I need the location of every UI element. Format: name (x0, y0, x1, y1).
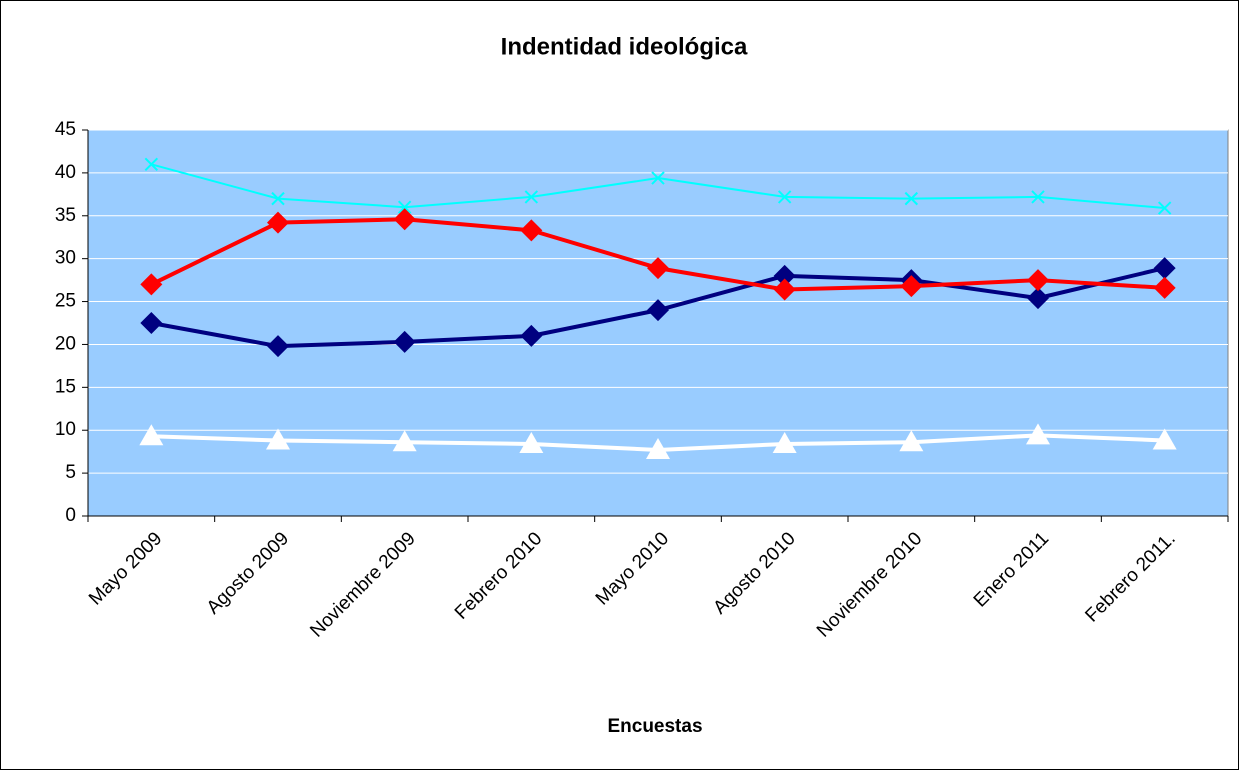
marker (393, 208, 416, 231)
marker (1152, 428, 1177, 450)
marker (266, 428, 290, 450)
marker (1027, 287, 1049, 310)
marker (777, 190, 792, 204)
marker (139, 424, 164, 446)
marker (1153, 276, 1176, 299)
marker (397, 200, 412, 214)
marker (900, 275, 923, 298)
marker (520, 219, 543, 242)
marker (773, 264, 796, 287)
marker (772, 431, 797, 453)
y-tick-label: 40 (55, 162, 76, 183)
marker (1153, 257, 1176, 280)
marker (140, 273, 163, 296)
marker (1031, 190, 1045, 204)
marker (267, 211, 289, 234)
marker (1026, 423, 1050, 445)
marker (140, 312, 163, 334)
y-tick-label: 25 (55, 291, 76, 312)
marker (646, 437, 670, 459)
marker (271, 191, 285, 206)
y-tick-label: 45 (55, 119, 76, 140)
y-tick-label: 5 (65, 462, 76, 483)
x-axis-title: Encuestas (607, 716, 702, 737)
marker (773, 278, 796, 301)
chart-title: Indentidad ideológica (501, 33, 748, 60)
marker (651, 171, 665, 185)
marker (392, 430, 417, 452)
marker (144, 157, 159, 172)
y-tick-label: 10 (55, 419, 76, 440)
marker (904, 191, 919, 206)
y-tick-label: 0 (65, 505, 76, 526)
marker (393, 330, 416, 353)
marker (1157, 201, 1172, 215)
marker (524, 190, 539, 204)
marker (267, 335, 289, 358)
marker (647, 257, 669, 280)
marker (899, 430, 924, 452)
marker (1027, 269, 1049, 292)
y-tick-label: 15 (55, 376, 76, 397)
y-tick-label: 35 (55, 205, 76, 226)
y-tick-label: 20 (55, 333, 76, 354)
y-tick-label: 30 (55, 248, 76, 269)
marker (519, 431, 544, 453)
marker (647, 299, 669, 322)
marker (520, 324, 543, 347)
